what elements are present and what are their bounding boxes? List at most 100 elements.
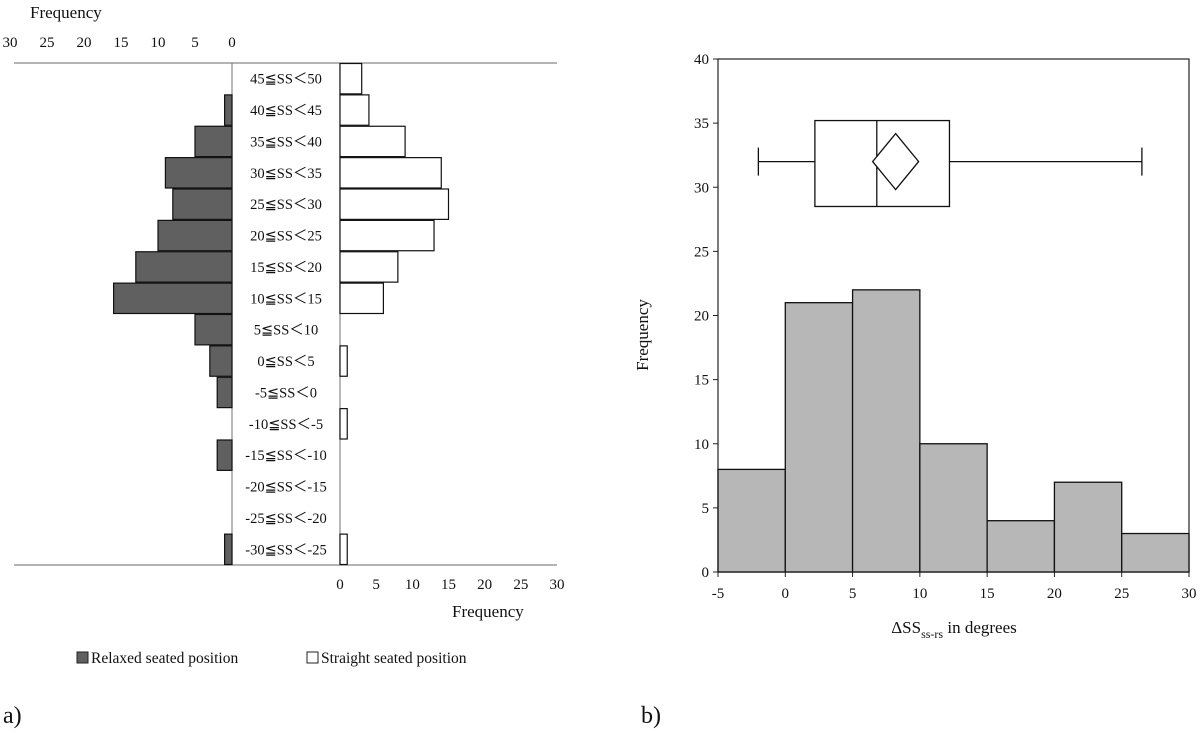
bar-straight-1 [339, 94, 370, 126]
category-label-0: 45≦SS＜50 [250, 72, 322, 88]
bar-straight-9 [339, 345, 348, 377]
y-tick-label-0: 0 [702, 565, 710, 581]
hist-bar-0 [717, 468, 786, 573]
legend-label-relaxed: Relaxed seated position [91, 650, 238, 667]
y-tick-label-5: 5 [702, 501, 710, 517]
category-label-1: 40≦SS＜45 [250, 103, 322, 119]
left-tick-20: 20 [77, 35, 92, 51]
xlabel-subscript: ss-rs [921, 627, 943, 641]
right-tick-15: 15 [441, 577, 456, 593]
category-label-8: 5≦SS＜10 [254, 323, 319, 339]
panel-b-x-tick-labels: -5 0 5 10 15 20 25 30 [712, 572, 1197, 602]
panel-b-y-axis-title: Frequency [633, 299, 652, 371]
panel-a-right-tick-labels: 0 5 10 15 20 25 30 [336, 577, 564, 593]
bar-straight-3 [339, 157, 442, 189]
x-tick-label-5: 5 [849, 586, 857, 602]
right-tick-20: 20 [477, 577, 492, 593]
category-label-4: 25≦SS＜30 [250, 197, 322, 213]
x-tick-label-30: 30 [1182, 586, 1197, 602]
bar-relaxed-6 [135, 251, 233, 283]
left-tick-10: 10 [151, 35, 166, 51]
category-label-6: 15≦SS＜20 [250, 260, 322, 276]
bar-relaxed-4 [172, 188, 233, 220]
x-tick-label-15: 15 [980, 586, 995, 602]
hist-bar-4 [986, 520, 1056, 573]
x-tick-label-20: 20 [1047, 586, 1062, 602]
bar-straight-5 [339, 219, 435, 252]
category-label-10: -5≦SS＜0 [255, 385, 317, 401]
bar-straight-0 [339, 62, 363, 95]
y-tick-label-30: 30 [694, 180, 709, 196]
bar-relaxed-9 [209, 345, 233, 377]
mean-diamond [871, 132, 920, 191]
legend: Relaxed seated position Straight seated … [76, 650, 467, 667]
hist-bar-2 [851, 289, 921, 573]
bar-relaxed-10 [216, 376, 233, 409]
left-tick-15: 15 [114, 35, 129, 51]
right-tick-30: 30 [550, 577, 565, 593]
category-label-2: 35≦SS＜40 [250, 134, 322, 150]
bar-straight-6 [339, 251, 399, 283]
bar-relaxed-1 [224, 94, 233, 126]
category-label-14: -25≦SS＜-20 [245, 511, 326, 527]
panel-b-label: b) [641, 703, 661, 729]
left-tick-25: 25 [40, 35, 55, 51]
legend-swatch-relaxed [76, 651, 89, 664]
panel-a-category-labels: 45≦SS＜50 40≦SS＜45 35≦SS＜40 30≦SS＜35 25≦SS＜30… [245, 72, 326, 559]
bar-straight-4 [339, 188, 450, 220]
x-tick-label-25: 25 [1114, 586, 1129, 602]
x-tick-label-0: 0 [782, 586, 790, 602]
category-label-9: 0≦SS＜5 [257, 354, 314, 370]
panel-a-top-axis-title: Frequency [30, 3, 102, 22]
y-tick-label-25: 25 [694, 244, 709, 260]
hist-bar-5 [1053, 481, 1123, 573]
bar-straight-2 [339, 125, 406, 158]
panel-a-left-tick-labels: 30 25 20 15 10 5 0 [3, 35, 236, 51]
right-tick-0: 0 [336, 577, 344, 593]
panel-b-y-tick-labels: 0 5 10 15 20 25 30 35 40 [694, 52, 718, 581]
x-tick-label--5: -5 [712, 586, 725, 602]
bar-straight-7 [339, 282, 385, 315]
panel-b-boxplot [757, 119, 1143, 208]
bar-relaxed-5 [157, 219, 233, 252]
bar-straight-15 [339, 533, 348, 566]
panel-b-histogram-bars [717, 289, 1190, 573]
category-label-12: -15≦SS＜-10 [245, 448, 326, 464]
hist-bar-1 [784, 302, 854, 573]
bar-relaxed-3 [164, 157, 233, 189]
bar-relaxed-8 [194, 313, 233, 346]
category-label-7: 10≦SS＜15 [250, 291, 322, 307]
right-tick-10: 10 [405, 577, 420, 593]
category-label-11: -10≦SS＜-5 [249, 417, 323, 433]
legend-swatch-straight [306, 651, 319, 664]
category-label-15: -30≦SS＜-25 [245, 542, 326, 558]
left-tick-5: 5 [191, 35, 199, 51]
bar-straight-11 [339, 408, 348, 440]
y-tick-label-40: 40 [694, 52, 709, 68]
xlabel-suffix: in degrees [943, 618, 1017, 637]
panel-b-x-axis-title: ΔSSss-rs in degrees [891, 618, 1017, 641]
hist-bar-6 [1121, 532, 1190, 573]
bar-relaxed-7 [112, 282, 233, 315]
y-tick-label-10: 10 [694, 437, 709, 453]
y-tick-label-20: 20 [694, 309, 709, 325]
bar-relaxed-2 [194, 125, 233, 158]
bar-relaxed-15 [224, 533, 233, 566]
category-label-5: 20≦SS＜25 [250, 229, 322, 245]
bar-relaxed-12 [216, 439, 233, 471]
left-tick-30: 30 [3, 35, 18, 51]
category-label-13: -20≦SS＜-15 [245, 480, 326, 496]
hist-bar-3 [919, 443, 988, 573]
x-tick-label-10: 10 [912, 586, 927, 602]
xlabel-main: ΔSS [891, 618, 921, 637]
panel-a-label: a) [3, 703, 22, 729]
category-label-3: 30≦SS＜35 [250, 166, 322, 182]
y-tick-label-15: 15 [694, 373, 709, 389]
panel-a: Frequency 30 25 20 15 10 5 0 45≦SS＜50 40≦SS＜45 3… [3, 3, 565, 729]
legend-label-straight: Straight seated position [321, 650, 467, 667]
left-tick-0: 0 [228, 35, 236, 51]
panel-a-bottom-axis-title: Frequency [452, 602, 524, 621]
right-tick-25: 25 [513, 577, 528, 593]
